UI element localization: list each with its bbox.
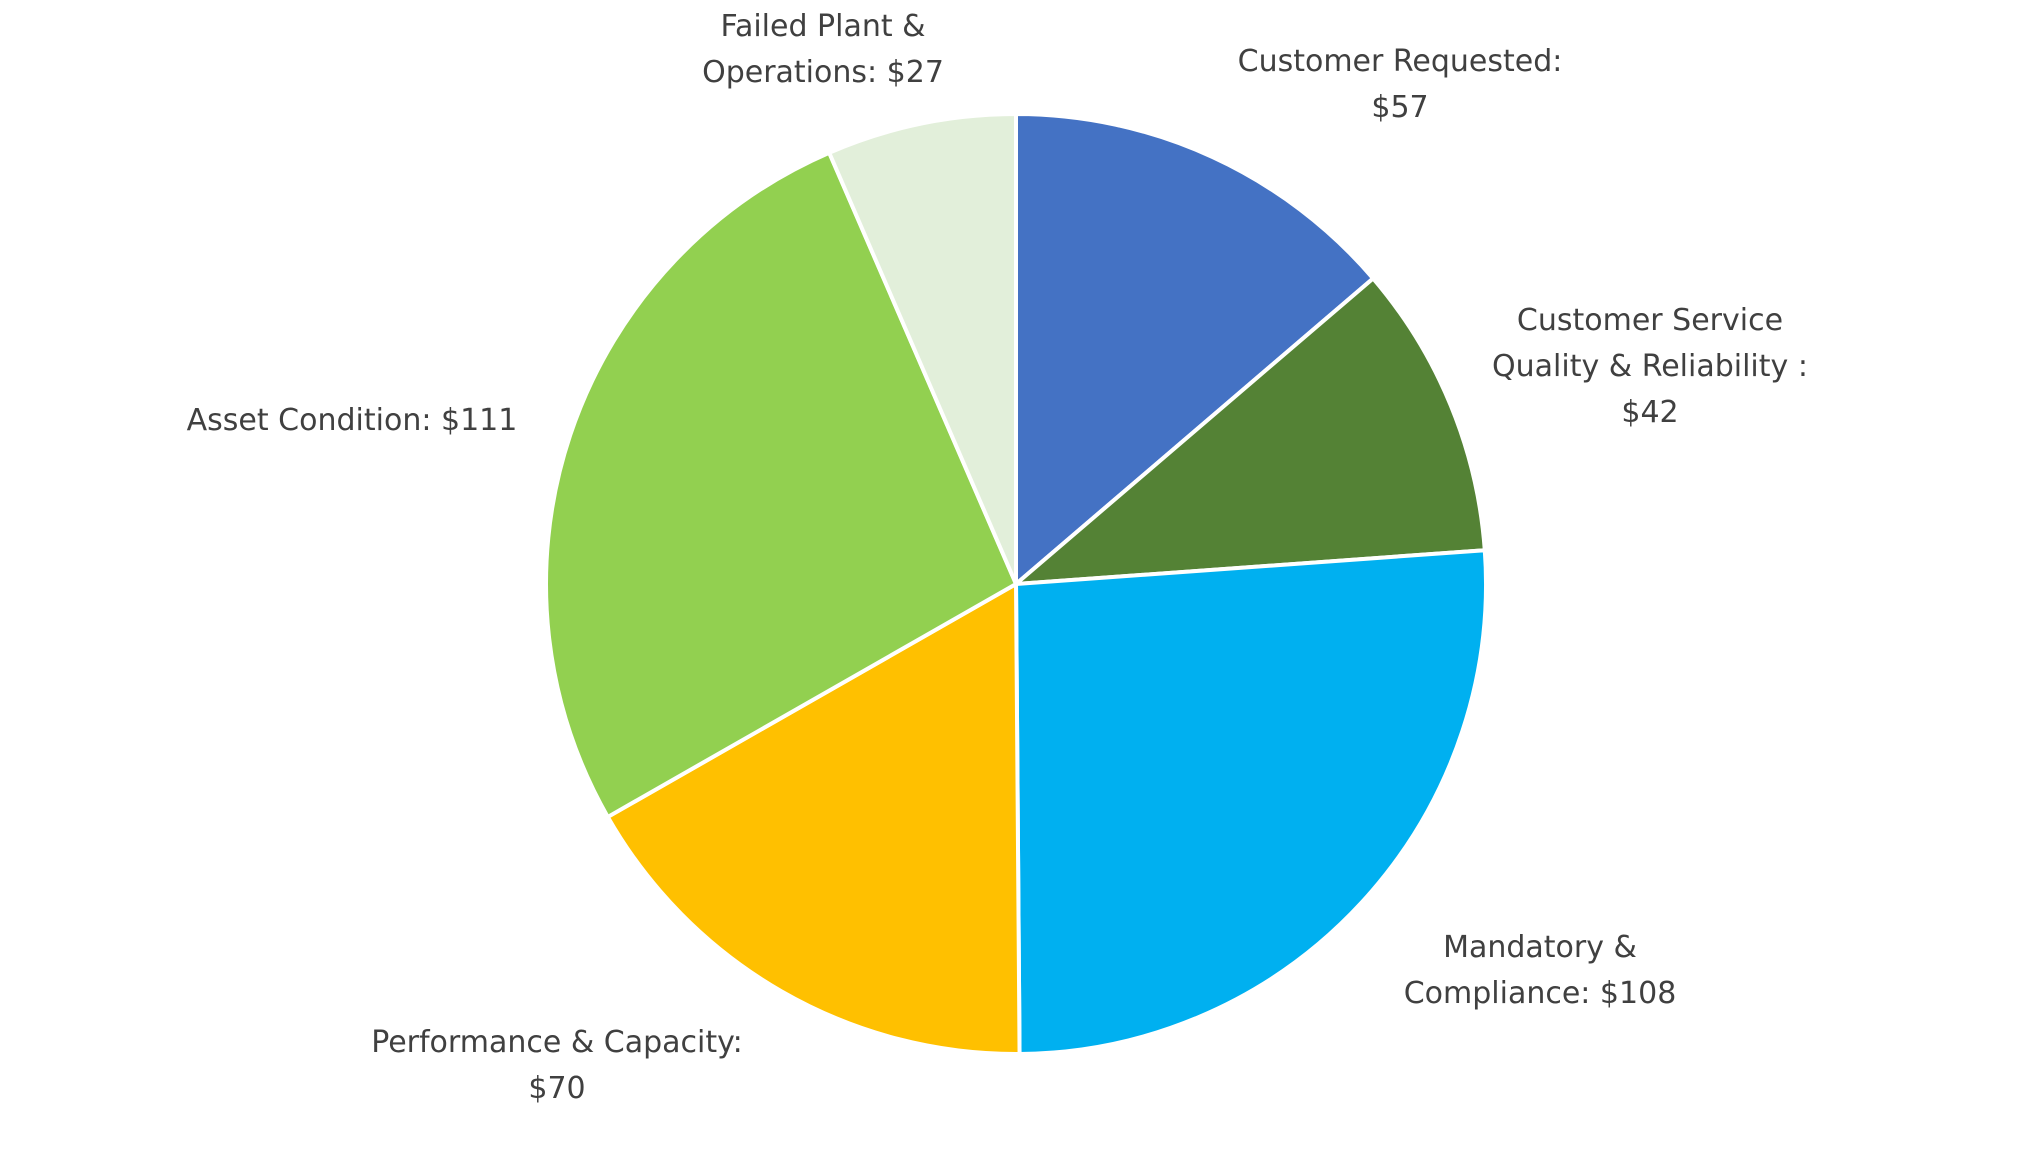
data-label-line: $57 [1371,90,1428,125]
data-label-line: Quality & Reliability : [1492,349,1808,384]
data-label-customer-service-quality-and-reliability: Customer Service Quality & Reliability : $… [1492,303,1808,430]
pie-slice-customer-service-quality-and-reliability [1014,276,1487,586]
data-label-line: $42 [1621,395,1678,430]
data-label-line: Customer Requested: [1238,44,1563,79]
data-label-line: $70 [528,1071,585,1106]
pie-slice-failed-plant-and-operations [827,112,1018,586]
pie-slice-performance-and-capacity [605,582,1022,1056]
data-label-line: Operations: $27 [702,55,944,90]
data-label-performance-and-capacity: Performance & Capacity: $70 [371,1025,743,1106]
pie-labels: Customer Requested: $57 Customer Service Qu… [187,9,1808,1106]
pie-slice-mandatory-and-compliance [1014,548,1489,1056]
data-label-customer-requested: Customer Requested: $57 [1238,44,1563,125]
pie-slice-customer-requested [1014,112,1376,586]
data-label-mandatory-and-compliance: Mandatory & Compliance: $108 [1404,930,1677,1011]
data-label-asset-condition: Asset Condition: $111 [187,403,518,438]
pie-slices [544,112,1489,1056]
pie-slice-asset-condition [544,150,1018,819]
data-label-line: Performance & Capacity: [371,1025,743,1060]
data-label-line: Asset Condition: $111 [187,403,518,438]
data-label-line: Failed Plant & [720,9,925,44]
data-label-line: Mandatory & [1443,930,1637,965]
data-label-line: Compliance: $108 [1404,976,1677,1011]
data-label-line: Customer Service [1517,303,1783,338]
data-label-failed-plant-and-operations: Failed Plant & Operations: $27 [702,9,944,90]
